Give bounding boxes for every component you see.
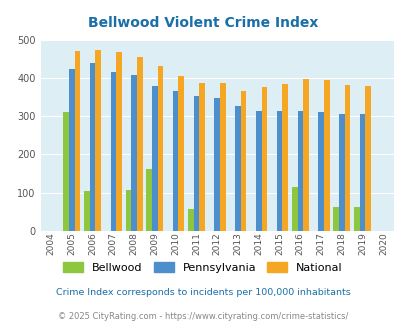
Bar xyxy=(178,76,183,231)
Bar xyxy=(323,80,329,231)
Bar xyxy=(214,98,220,231)
Bar xyxy=(318,112,323,231)
Bar xyxy=(338,114,344,231)
Bar xyxy=(276,111,281,231)
Bar xyxy=(281,84,287,231)
Bar xyxy=(344,85,350,231)
Bar xyxy=(359,114,364,231)
Bar xyxy=(63,112,69,231)
Bar xyxy=(220,83,225,231)
Bar xyxy=(75,51,80,231)
Bar xyxy=(297,111,303,231)
Bar xyxy=(188,209,193,231)
Bar xyxy=(146,169,152,231)
Bar xyxy=(90,63,95,231)
Bar xyxy=(152,85,157,231)
Bar xyxy=(364,86,370,231)
Bar xyxy=(131,75,136,231)
Bar xyxy=(95,50,101,231)
Legend: Bellwood, Pennsylvania, National: Bellwood, Pennsylvania, National xyxy=(59,258,346,277)
Text: © 2025 CityRating.com - https://www.cityrating.com/crime-statistics/: © 2025 CityRating.com - https://www.city… xyxy=(58,312,347,321)
Bar xyxy=(173,91,178,231)
Bar xyxy=(261,87,266,231)
Bar xyxy=(84,191,90,231)
Bar xyxy=(199,83,205,231)
Bar xyxy=(354,207,359,231)
Bar xyxy=(126,190,131,231)
Bar xyxy=(240,90,246,231)
Bar xyxy=(157,66,163,231)
Bar xyxy=(193,96,199,231)
Text: Bellwood Violent Crime Index: Bellwood Violent Crime Index xyxy=(87,16,318,30)
Bar xyxy=(291,187,297,231)
Bar xyxy=(333,207,338,231)
Bar xyxy=(110,72,116,231)
Text: Crime Index corresponds to incidents per 100,000 inhabitants: Crime Index corresponds to incidents per… xyxy=(55,287,350,297)
Bar xyxy=(255,111,261,231)
Bar xyxy=(303,79,308,231)
Bar xyxy=(116,52,121,231)
Bar xyxy=(136,57,142,231)
Bar xyxy=(234,106,240,231)
Bar xyxy=(69,69,75,231)
